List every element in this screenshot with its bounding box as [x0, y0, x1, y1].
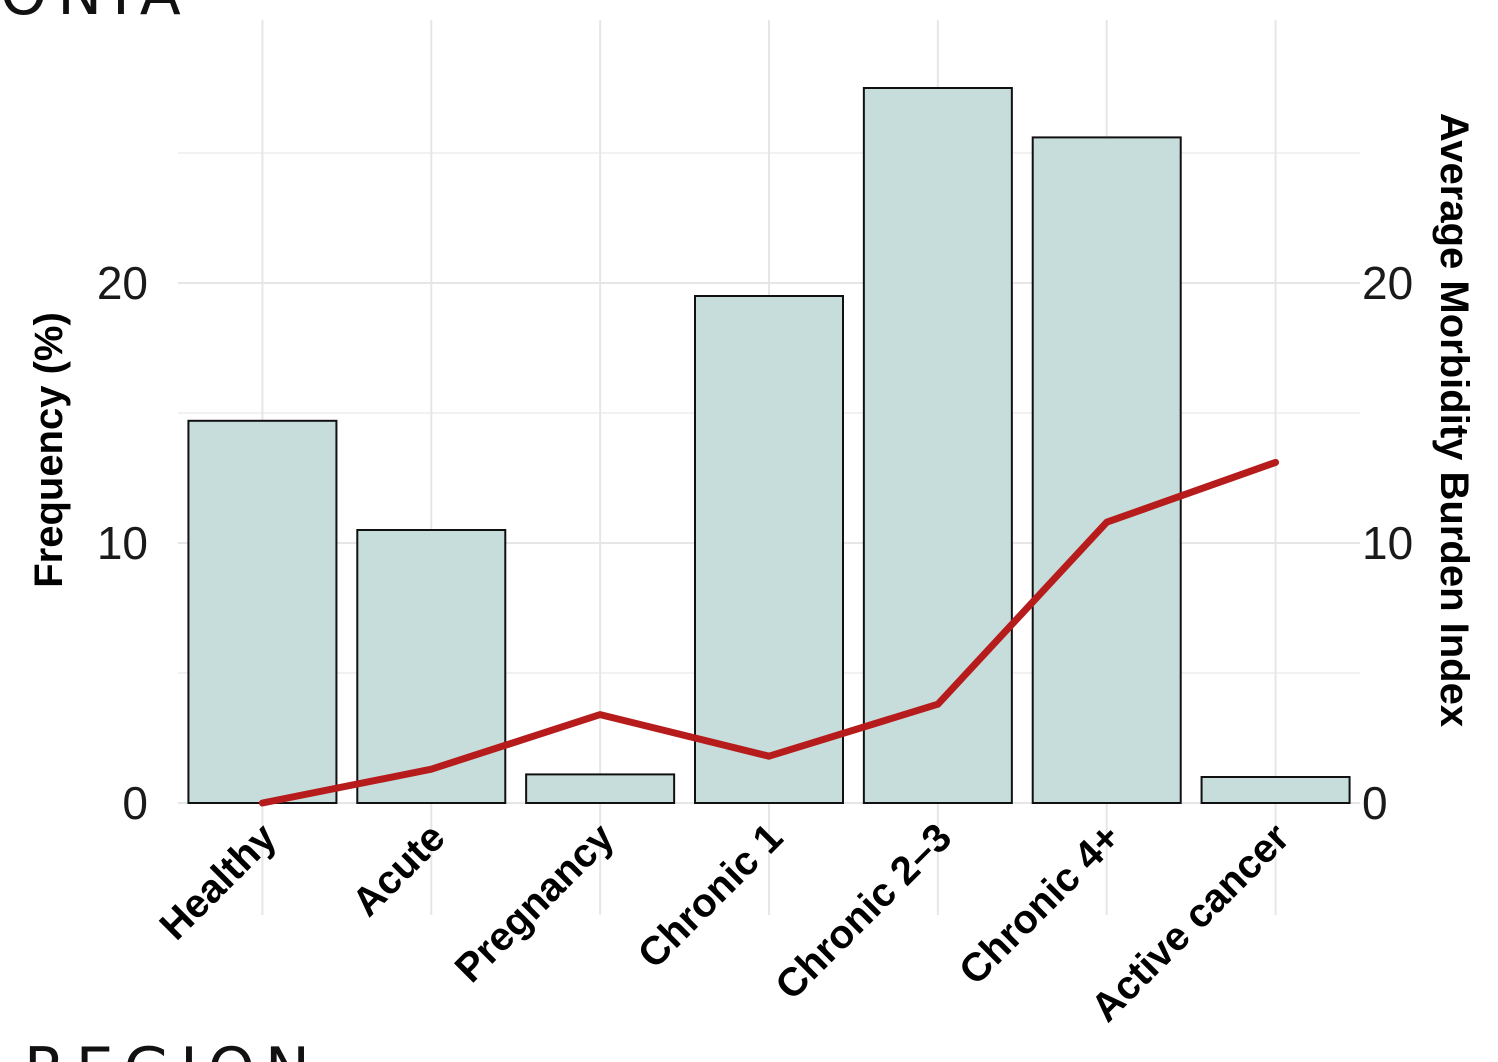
y2-tick-label: 10	[1362, 517, 1413, 569]
bar-5	[1031, 136, 1182, 804]
header-fragment: ONIA	[0, 0, 191, 29]
bar-3	[694, 295, 844, 804]
morbidity-line	[258, 458, 1280, 807]
footer-fragment: REGION	[24, 1035, 320, 1062]
y2-axis-title: Average Morbidity Burden Index	[1432, 113, 1476, 727]
x-tick-label: Chronic 1	[630, 815, 792, 977]
y-tick-label: 20	[97, 257, 148, 309]
x-tick-label: Pregnancy	[447, 815, 623, 991]
x-tick-label: Chronic 4+	[951, 815, 1129, 993]
bars	[187, 87, 1351, 805]
bar-2	[525, 773, 676, 805]
bar-1	[356, 529, 507, 804]
y-axis-title: Frequency (%)	[27, 312, 71, 588]
bar-4	[862, 87, 1013, 804]
y2-tick-label: 20	[1362, 257, 1413, 309]
y-tick-label: 0	[122, 777, 148, 829]
y-tick-label: 10	[97, 517, 148, 569]
bar-0	[187, 419, 338, 804]
right-axis-ticks: 0 10 20	[1362, 257, 1413, 829]
line-series	[258, 458, 1280, 807]
x-tick-label: Healthy	[152, 815, 286, 949]
x-tick-label: Acute	[344, 815, 454, 925]
bar-6	[1200, 776, 1351, 804]
left-axis-ticks: 0 10 20	[97, 257, 148, 829]
x-tick-label: Chronic 2–3	[767, 815, 960, 1008]
y2-tick-label: 0	[1362, 777, 1388, 829]
